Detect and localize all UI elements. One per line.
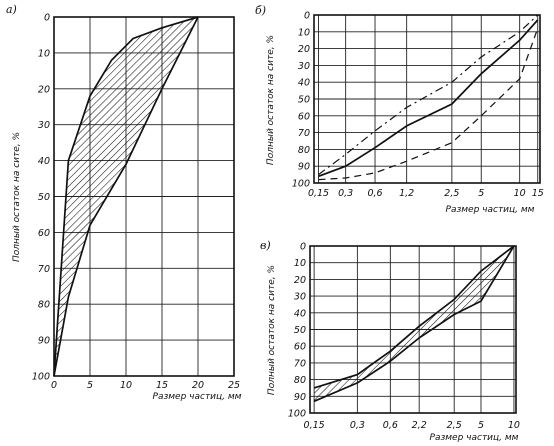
x-tick-label: 0,15 [304,420,325,431]
y-tick-label: 80 [298,145,310,156]
x-axis-label: Размер частиц, мм [430,433,519,443]
series-line-2 [53,16,199,377]
x-tick-label: 5 [478,188,484,199]
y-tick-label: 80 [294,375,306,386]
y-tick-label: 90 [38,336,50,347]
x-tick-label: 10 [508,420,520,431]
series-line-1 [53,16,199,377]
x-axis-label: Размер частиц, мм [446,205,535,215]
series-line-3 [318,28,539,181]
y-tick-label: 50 [298,95,310,106]
y-tick-label: 40 [298,78,310,89]
x-tick-label: 0,6 [367,188,382,199]
y-tick-label: 100 [32,372,50,383]
y-tick-label: 20 [294,275,306,286]
y-tick-label: 30 [298,61,310,72]
x-tick-label: 15 [156,380,168,391]
y-tick-label: 70 [38,264,50,275]
panel-label: б) [255,4,266,17]
y-tick-label: 0 [44,13,50,24]
series-line-2 [313,245,515,403]
series-line-2 [318,19,539,178]
x-tick-label: 2,2 [412,420,427,431]
x-tick-label: 10 [120,380,132,391]
y-tick-label: 30 [38,120,50,131]
y-tick-label: 10 [294,258,306,269]
y-axis-label: Полный остаток на сите, % [266,35,276,165]
panel-label: в) [260,239,271,252]
y-tick-label: 60 [294,342,306,353]
y-tick-label: 20 [298,44,310,55]
series-line-1 [318,14,539,176]
x-tick-label: 2,5 [447,420,462,431]
x-tick-label: 20 [192,380,204,391]
x-tick-label: 0,6 [383,420,398,431]
y-tick-label: 70 [294,358,306,369]
y-tick-label: 90 [298,162,310,173]
y-tick-label: 70 [298,128,310,139]
x-tick-label: 0,15 [308,188,329,199]
y-tick-label: 30 [294,292,306,303]
y-tick-label: 0 [300,242,306,253]
series-line-1 [313,245,515,389]
y-tick-label: 40 [294,308,306,319]
y-tick-label: 100 [288,409,306,420]
y-tick-label: 60 [38,228,50,239]
x-tick-label: 0 [51,380,57,391]
y-tick-label: 60 [298,111,310,122]
hatched-region [54,17,198,376]
y-tick-label: 20 [38,84,50,95]
y-tick-label: 50 [38,192,50,203]
y-tick-label: 40 [38,156,50,167]
x-tick-label: 10 [514,188,526,199]
y-tick-label: 90 [294,392,306,403]
y-tick-label: 100 [292,179,310,190]
x-tick-label: 0,3 [338,188,353,199]
y-tick-label: 80 [38,300,50,311]
x-tick-label: 0,3 [350,420,365,431]
x-tick-label: 2,5 [444,188,459,199]
plot-frame [309,245,517,414]
x-tick-label: 5 [87,380,93,391]
plot-frame [313,14,541,184]
x-tick-label: 25 [228,380,240,391]
y-tick-label: 10 [38,48,50,59]
y-axis-label: Полный остаток на сите, % [267,265,277,395]
y-tick-label: 50 [294,325,306,336]
y-tick-label: 10 [298,27,310,38]
y-tick-label: 0 [304,11,310,22]
x-tick-label: 1,2 [399,188,414,199]
panel-label: а) [6,3,17,16]
x-tick-label: 5 [478,420,484,431]
y-axis-label: Полный остаток на сите, % [12,132,22,262]
x-tick-label: 15 [532,188,544,199]
x-axis-label: Размер частиц, мм [153,392,242,402]
plot-frame [53,16,235,377]
